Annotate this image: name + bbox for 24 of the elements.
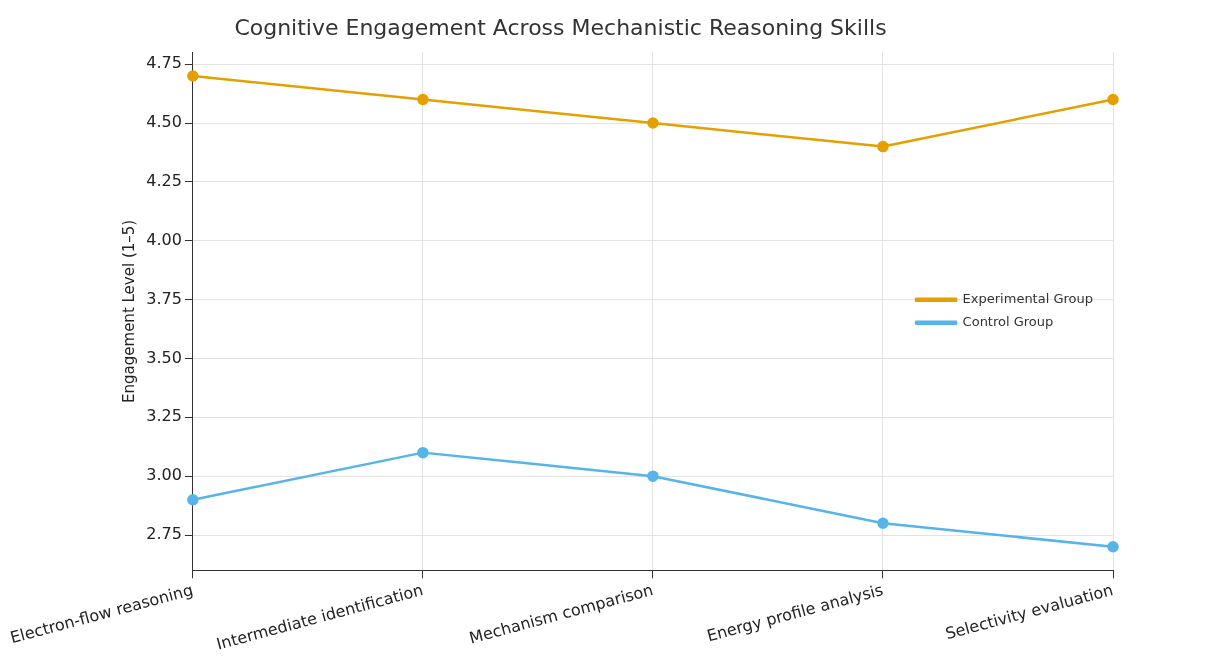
y-tick-label: 4.50 xyxy=(146,112,182,132)
y-tick-label: 3.00 xyxy=(146,465,182,485)
point xyxy=(877,140,889,153)
y-axis-title: Engagement Level (1–5) xyxy=(120,219,139,403)
point xyxy=(1107,93,1119,106)
y-tick-label: 4.75 xyxy=(146,53,182,73)
point xyxy=(417,93,429,106)
point xyxy=(1107,541,1119,553)
y-tick-label: 3.75 xyxy=(146,288,182,308)
y-tick-label: 3.25 xyxy=(146,406,182,426)
chart-title: Cognitive Engagement Across Mechanistic Reasoning Skills xyxy=(234,14,887,40)
legend-label: Control Group xyxy=(962,314,1054,330)
point xyxy=(187,493,199,506)
y-tick-label: 4.25 xyxy=(146,171,182,191)
point xyxy=(187,70,199,82)
legend-label: Experimental Group xyxy=(962,291,1094,307)
y-tick-label: 3.50 xyxy=(146,347,182,367)
point xyxy=(647,117,659,129)
point xyxy=(647,470,659,482)
y-tick-label: 4.00 xyxy=(146,229,182,249)
point xyxy=(877,517,889,529)
x-tick-label: Energy profile analysis xyxy=(704,580,886,646)
point xyxy=(417,446,429,459)
y-tick-label: 2.75 xyxy=(146,524,182,544)
